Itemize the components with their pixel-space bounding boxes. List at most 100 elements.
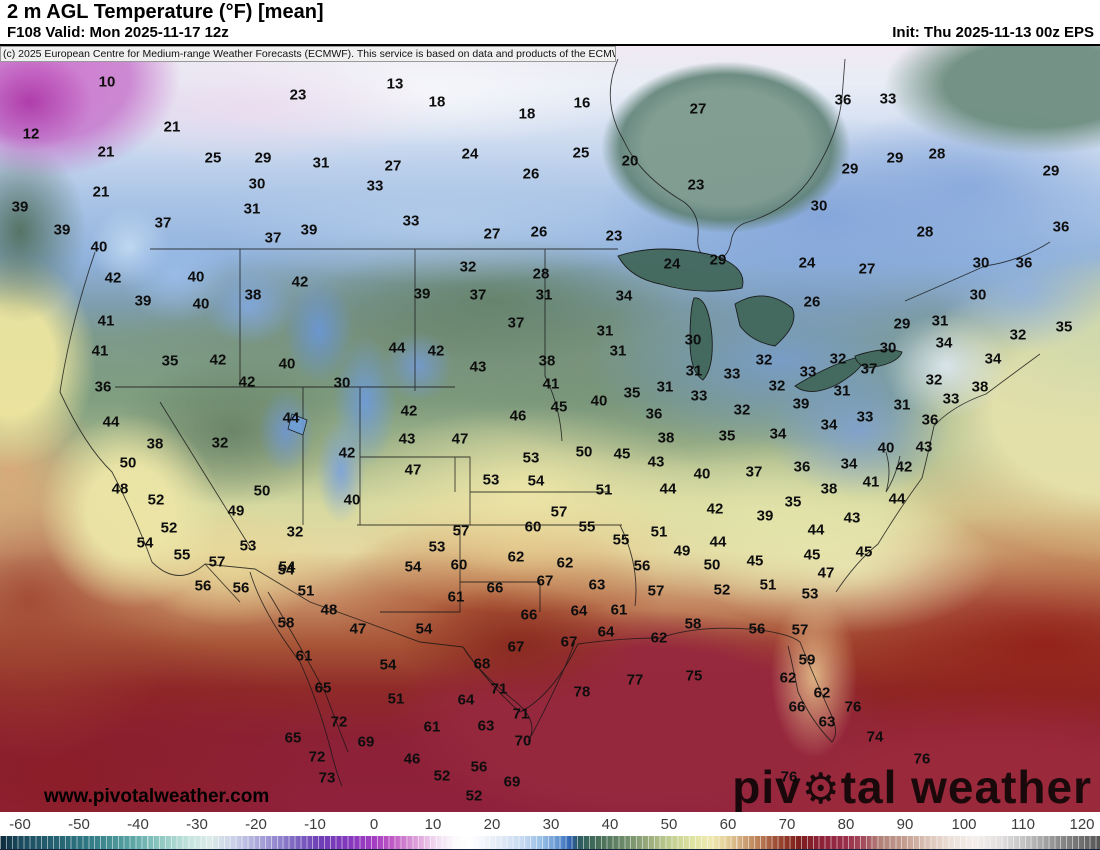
temp-label: 33 — [690, 387, 708, 405]
temp-label: 41 — [542, 375, 560, 393]
temp-label: 43 — [843, 509, 861, 527]
temp-label: 24 — [798, 254, 816, 272]
temp-label: 64 — [457, 691, 475, 709]
temp-label: 67 — [507, 638, 525, 656]
temp-label: 38 — [657, 429, 675, 447]
temp-label: 54 — [404, 558, 422, 576]
temp-label: 32 — [733, 401, 751, 419]
temp-label: 39 — [792, 395, 810, 413]
temp-label: 51 — [297, 582, 315, 600]
temp-label: 38 — [820, 480, 838, 498]
colorbar-tick: 0 — [369, 816, 379, 833]
temp-label: 28 — [928, 145, 946, 163]
temp-label: 57 — [452, 522, 470, 540]
temp-label: 52 — [147, 491, 165, 509]
temp-label: 38 — [538, 352, 556, 370]
temp-label: 32 — [1009, 326, 1027, 344]
temp-label: 10 — [98, 73, 116, 91]
temp-label: 58 — [684, 615, 702, 633]
temp-label: 39 — [413, 285, 431, 303]
temp-label: 55 — [612, 531, 630, 549]
temp-label: 67 — [560, 633, 578, 651]
temp-label: 27 — [483, 225, 501, 243]
temp-label: 52 — [713, 581, 731, 599]
temp-label: 24 — [461, 145, 479, 163]
temp-label: 57 — [791, 621, 809, 639]
temp-label: 18 — [428, 93, 446, 111]
temp-label: 47 — [451, 430, 469, 448]
temp-label: 34 — [820, 416, 838, 434]
temp-label: 23 — [605, 227, 623, 245]
temp-label: 50 — [119, 454, 137, 472]
temp-label: 36 — [834, 91, 852, 109]
temp-label: 31 — [312, 154, 330, 172]
temp-label: 62 — [813, 684, 831, 702]
temp-label: 31 — [833, 382, 851, 400]
temp-label: 56 — [232, 579, 250, 597]
colorbar-tick: 20 — [483, 816, 501, 833]
colorbar-tick: 70 — [778, 816, 796, 833]
temp-label: 33 — [723, 365, 741, 383]
temp-label: 48 — [320, 601, 338, 619]
temp-label: 54 — [527, 472, 545, 490]
temp-label: 34 — [769, 425, 787, 443]
temp-label: 40 — [877, 439, 895, 457]
temp-label: 42 — [291, 273, 309, 291]
temp-label: 76 — [913, 750, 931, 768]
temp-label: 48 — [111, 480, 129, 498]
temp-label: 38 — [146, 435, 164, 453]
temp-label: 37 — [860, 360, 878, 378]
temp-label: 64 — [570, 602, 588, 620]
website-url[interactable]: www.pivotalweather.com — [44, 786, 270, 807]
temp-label: 16 — [573, 94, 591, 112]
temp-label: 36 — [1015, 254, 1033, 272]
temp-label: 31 — [685, 362, 703, 380]
init-time-label: Init: Thu 2025-11-13 00z EPS — [892, 24, 1094, 41]
colorbar-tick: -50 — [68, 816, 90, 833]
temp-label: 29 — [709, 251, 727, 269]
temp-label: 45 — [550, 398, 568, 416]
temp-label: 35 — [161, 352, 179, 370]
temp-label: 30 — [248, 175, 266, 193]
temp-label: 31 — [656, 378, 674, 396]
temp-label: 40 — [90, 238, 108, 256]
temp-label: 49 — [673, 542, 691, 560]
temp-label: 39 — [53, 221, 71, 239]
temp-label: 43 — [915, 438, 933, 456]
temp-label: 35 — [718, 427, 736, 445]
colorbar-tick: 60 — [719, 816, 737, 833]
temp-label: 65 — [284, 729, 302, 747]
temp-label: 26 — [530, 223, 548, 241]
temp-label: 66 — [486, 579, 504, 597]
temp-label: 43 — [647, 453, 665, 471]
temp-label: 54 — [379, 656, 397, 674]
temp-label: 21 — [163, 118, 181, 136]
temp-label: 27 — [858, 260, 876, 278]
colorbar-tick: -30 — [186, 816, 208, 833]
temp-label: 53 — [801, 585, 819, 603]
temp-label: 39 — [11, 198, 29, 216]
temp-label: 29 — [1042, 162, 1060, 180]
temp-label: 38 — [244, 286, 262, 304]
temp-label: 36 — [94, 378, 112, 396]
temp-label: 36 — [793, 458, 811, 476]
temp-label: 29 — [254, 149, 272, 167]
temp-label: 37 — [469, 286, 487, 304]
colorbar-tick: -20 — [245, 816, 267, 833]
colorbar-tick: 100 — [951, 816, 977, 833]
temp-label: 37 — [507, 314, 525, 332]
temp-label: 44 — [709, 533, 727, 551]
temp-label: 33 — [402, 212, 420, 230]
page-title: 2 m AGL Temperature (°F) [mean] — [7, 1, 324, 23]
temp-label: 72 — [330, 713, 348, 731]
temp-label: 13 — [386, 75, 404, 93]
temp-label: 32 — [459, 258, 477, 276]
temp-label: 39 — [756, 507, 774, 525]
temp-label: 45 — [803, 546, 821, 564]
temp-label: 31 — [243, 200, 261, 218]
colorbar-tick: 80 — [837, 816, 855, 833]
temp-label: 39 — [300, 221, 318, 239]
temp-label: 75 — [685, 667, 703, 685]
temp-label: 44 — [282, 409, 300, 427]
